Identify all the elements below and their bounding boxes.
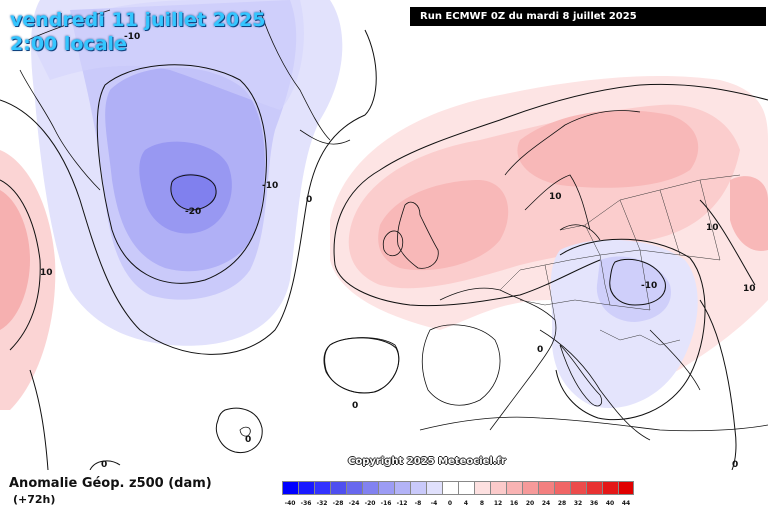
legend-swatch bbox=[554, 481, 570, 495]
anomaly-shading bbox=[0, 0, 768, 410]
contour-label: 0 bbox=[352, 401, 358, 411]
geopotential-anomaly-map: -10 -10 -20 0 10 10 10 10 -10 0 0 0 0 0 bbox=[0, 0, 768, 470]
azores-islands bbox=[239, 426, 251, 437]
legend-swatch bbox=[618, 481, 634, 495]
iberia-coast bbox=[421, 324, 501, 406]
legend-swatch bbox=[330, 481, 346, 495]
legend-swatch bbox=[410, 481, 426, 495]
legend-swatch bbox=[298, 481, 314, 495]
run-info: Run ECMWF 0Z du mardi 8 juillet 2025 bbox=[410, 7, 766, 26]
legend-tick-label: 20 bbox=[525, 500, 535, 507]
north-africa-coast bbox=[419, 416, 768, 432]
greenland-coast bbox=[19, 9, 351, 191]
legend-tick-label: -4 bbox=[430, 500, 438, 507]
contour-zero-balkans bbox=[555, 238, 706, 421]
legend-swatch bbox=[378, 481, 394, 495]
contour-label: 0 bbox=[306, 195, 312, 205]
legend-tick-label: 44 bbox=[621, 500, 631, 507]
contour-label: -10 bbox=[124, 32, 140, 42]
italy-coast bbox=[559, 344, 603, 407]
legend-swatch bbox=[490, 481, 506, 495]
uk-coast bbox=[397, 201, 439, 269]
contour-minus-10-greenland bbox=[96, 64, 267, 284]
contour-label: 0 bbox=[732, 460, 738, 470]
contour-10-west bbox=[0, 179, 49, 470]
legend-tick-label: 16 bbox=[509, 500, 519, 507]
contour-zero-atlantic bbox=[0, 29, 377, 355]
legend-swatch bbox=[458, 481, 474, 495]
positive-anomaly-west-inner bbox=[0, 190, 30, 330]
legend-swatch bbox=[282, 481, 298, 495]
legend-tick-label: 24 bbox=[541, 500, 551, 507]
legend-swatch bbox=[442, 481, 458, 495]
legend-swatch bbox=[538, 481, 554, 495]
contour-label: 0 bbox=[101, 460, 107, 470]
contour-zero-europe-south bbox=[334, 259, 601, 307]
valid-time: 2:00 locale bbox=[10, 33, 127, 55]
contour-label: -10 bbox=[262, 181, 278, 191]
field-title: Anomalie Géop. z500 (dam) bbox=[9, 476, 212, 491]
positive-anomaly-inner bbox=[378, 180, 509, 271]
legend-tick-label: 40 bbox=[605, 500, 615, 507]
legend-swatch bbox=[474, 481, 490, 495]
legend-tick-label: 8 bbox=[479, 500, 485, 507]
contour-10-east bbox=[699, 199, 756, 286]
lead-time: (+72h) bbox=[13, 493, 56, 506]
legend-tick-labels: -40 -36 -32 -28 -24 -20 -16 -12 -8 -4 0 4 8 12 16 20 24 2… bbox=[282, 500, 634, 510]
legend-tick-label: -12 bbox=[396, 500, 408, 507]
legend-tick-label: -20 bbox=[364, 500, 376, 507]
legend-swatch bbox=[586, 481, 602, 495]
legend-swatch bbox=[362, 481, 378, 495]
contour-label: 10 bbox=[706, 223, 719, 233]
ireland-coast bbox=[382, 230, 404, 257]
contour-label: -10 bbox=[641, 281, 657, 291]
legend-tick-label: -32 bbox=[316, 500, 328, 507]
contour-label: 10 bbox=[743, 284, 756, 294]
legend-tick-label: -24 bbox=[348, 500, 360, 507]
legend-tick-label: -40 bbox=[284, 500, 296, 507]
contour-zero-europe-north bbox=[333, 83, 768, 266]
contour-minus-10-europe bbox=[609, 258, 666, 306]
positive-anomaly-east bbox=[730, 176, 768, 251]
contour-label-group: -10 -10 -20 0 10 10 10 10 -10 0 0 0 0 0 bbox=[40, 32, 756, 470]
legend-tick-label: 28 bbox=[557, 500, 567, 507]
contour-label: -20 bbox=[185, 207, 201, 217]
legend-tick-label: 36 bbox=[589, 500, 599, 507]
legend-tick-label: -16 bbox=[380, 500, 392, 507]
contour-label: 0 bbox=[537, 345, 543, 355]
contour-zero-azores bbox=[215, 407, 263, 454]
legend-swatch bbox=[314, 481, 330, 495]
contour-minus-20 bbox=[170, 174, 217, 211]
legend-swatch bbox=[506, 481, 522, 495]
legend-tick-label: -36 bbox=[300, 500, 312, 507]
legend-swatch bbox=[570, 481, 586, 495]
contour-zero-iceland bbox=[324, 337, 400, 394]
legend-tick-label: 12 bbox=[493, 500, 503, 507]
legend-swatch bbox=[394, 481, 410, 495]
legend-swatch bbox=[522, 481, 538, 495]
greenland-ice bbox=[30, 0, 304, 110]
legend-swatch bbox=[602, 481, 618, 495]
valid-date: vendredi 11 juillet 2025 bbox=[10, 9, 266, 31]
country-borders bbox=[499, 174, 741, 346]
copyright: Copyright 2025 Meteociel.fr bbox=[348, 456, 506, 467]
contour-label: 10 bbox=[40, 268, 53, 278]
legend-tick-label: -28 bbox=[332, 500, 344, 507]
legend-tick-label: -8 bbox=[414, 500, 422, 507]
legend-tick-label: 0 bbox=[447, 500, 453, 507]
legend-tick-label: 32 bbox=[573, 500, 583, 507]
contour-zero-east bbox=[699, 299, 737, 470]
contour-label: 10 bbox=[549, 192, 562, 202]
legend-swatch bbox=[426, 481, 442, 495]
color-legend bbox=[282, 481, 634, 495]
positive-anomaly-scandinavia bbox=[517, 110, 699, 188]
contour-label: 0 bbox=[245, 435, 251, 445]
negative-anomaly-center bbox=[171, 173, 217, 210]
legend-tick-label: 4 bbox=[463, 500, 469, 507]
contour-zero-south bbox=[89, 460, 121, 470]
legend-swatch bbox=[346, 481, 362, 495]
contour-lines bbox=[0, 29, 768, 470]
